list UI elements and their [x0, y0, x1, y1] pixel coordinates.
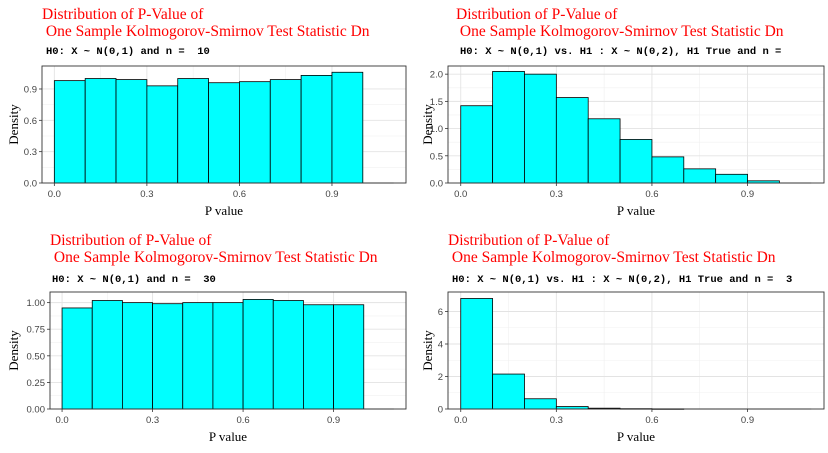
x-axis-label: P value [209, 429, 247, 444]
histogram-bar [182, 302, 214, 410]
y-tick-label: 0.0 [24, 179, 37, 190]
histogram-bar [683, 168, 717, 184]
x-tick-label: 0.9 [741, 415, 754, 426]
histogram-bar [208, 82, 240, 184]
x-tick-label: 0.9 [741, 189, 754, 200]
x-tick-label: 0.6 [645, 189, 658, 200]
histogram-bar [115, 79, 148, 184]
x-tick-label: 0.9 [325, 189, 338, 200]
x-tick-label: 0.0 [454, 415, 467, 426]
histogram-bar [53, 80, 86, 184]
y-tick-label: 0.00 [27, 405, 46, 416]
x-tick-label: 0.6 [236, 415, 249, 426]
y-tick-label: 2 [438, 372, 443, 383]
y-tick-label: 0.3 [24, 147, 37, 158]
plot-border [49, 291, 407, 410]
histogram-bar [619, 139, 653, 184]
x-tick-label: 0.3 [146, 415, 159, 426]
y-tick-label: 0.9 [24, 84, 37, 95]
histogram-bar [212, 302, 244, 410]
y-tick-label: 2.0 [430, 70, 443, 81]
chart-subtitle: H0: X ~ N(0,1) and n = 10 [46, 46, 210, 58]
x-tick-label: 0.3 [140, 189, 153, 200]
plot-border [447, 65, 825, 184]
histogram-bar [242, 299, 274, 410]
y-tick-label: 0 [438, 405, 443, 416]
y-tick-label: 6 [438, 307, 443, 318]
histogram-bar [492, 373, 525, 410]
histogram-plot: 0.0 0.3 0.6 0.9 0.0 0.5 1.0 1.5 2.0 P value Densit… [420, 65, 825, 218]
chart-panel-top-right: Distribution of P-Value of One Sample Ko… [414, 0, 828, 226]
chart-panel-top-left: Distribution of P-Value of One Sample Ko… [0, 0, 414, 226]
histogram-bar [303, 304, 334, 410]
x-tick-label: 0.6 [645, 415, 658, 426]
histogram-bar [651, 156, 685, 184]
histogram-bar [331, 71, 364, 184]
y-tick-label: 1.0 [430, 124, 443, 135]
histogram-bar [91, 300, 123, 410]
x-axis-label: P value [617, 429, 655, 444]
histogram-bar [122, 302, 153, 410]
histogram-bar [152, 303, 184, 410]
y-tick-label: 1.00 [27, 298, 46, 309]
histogram-bar [555, 97, 589, 184]
y-tick-label: 4 [438, 340, 443, 351]
chart-title: Distribution of P-Value of One Sample Ko… [448, 232, 776, 266]
x-tick-label: 0.9 [327, 415, 340, 426]
y-tick-label: 0.25 [27, 378, 46, 389]
plot-border [447, 291, 825, 410]
chart-subtitle: H0: X ~ N(0,1) and n = 30 [52, 274, 216, 286]
y-axis-label: Density [6, 104, 21, 145]
y-tick-label: 0.50 [27, 351, 46, 362]
y-axis-label: Density [420, 330, 435, 371]
y-axis-label: Density [6, 330, 21, 371]
x-tick-label: 0.0 [48, 189, 61, 200]
y-tick-label: 0.5 [430, 151, 443, 162]
y-tick-label: 1.5 [430, 97, 443, 108]
chart-subtitle: H0: X ~ N(0,1) vs. H1 : X ~ N(0,2), H1 T… [452, 274, 793, 286]
x-tick-label: 0.0 [55, 415, 68, 426]
histogram-bar [460, 298, 494, 410]
x-tick-label: 0.3 [550, 189, 563, 200]
histogram-plot: 0.0 0.3 0.6 0.9 0 2 4 6 P value Density [420, 291, 825, 444]
histogram-plot: 0.0 0.3 0.6 0.9 0.00 0.25 0.50 0.75 1.00 P value D… [6, 291, 407, 444]
histogram-bar [300, 75, 333, 184]
histogram-bar [492, 71, 525, 184]
plot-border [41, 65, 407, 184]
y-axis-label: Density [420, 104, 435, 145]
histogram-bar [587, 118, 621, 184]
histogram-bar [84, 78, 117, 184]
histogram-bar [333, 304, 365, 410]
x-tick-label: 0.6 [233, 189, 246, 200]
x-tick-label: 0.0 [454, 189, 467, 200]
chart-title: Distribution of P-Value of One Sample Ko… [42, 6, 370, 40]
y-tick-label: 0.6 [24, 116, 37, 127]
histogram-bar [460, 105, 494, 184]
histogram-bar [524, 398, 557, 410]
histogram-bar [177, 78, 209, 184]
histogram-bar [269, 79, 302, 184]
histogram-bar [524, 73, 557, 184]
x-tick-label: 0.3 [550, 415, 563, 426]
histogram-bar [715, 173, 748, 184]
y-tick-label: 0.0 [430, 179, 443, 190]
histogram-plot: 0.0 0.3 0.6 0.9 0.0 0.3 0.6 0.9 P value Density [6, 65, 407, 218]
x-axis-label: P value [205, 203, 243, 218]
y-tick-label: 0.75 [27, 325, 46, 336]
histogram-bar [61, 307, 93, 410]
histogram-bar [146, 85, 179, 184]
chart-panel-bottom-left: Distribution of P-Value of One Sample Ko… [0, 226, 414, 452]
chart-title: Distribution of P-Value of One Sample Ko… [50, 232, 378, 266]
chart-panel-bottom-right: Distribution of P-Value of One Sample Ko… [414, 226, 828, 452]
histogram-bar [239, 81, 271, 184]
chart-title: Distribution of P-Value of One Sample Ko… [456, 6, 784, 40]
histogram-bar [272, 300, 304, 410]
x-axis-label: P value [617, 203, 655, 218]
chart-subtitle: H0: X ~ N(0,1) vs. H1 : X ~ N(0,2), H1 T… [460, 46, 788, 58]
